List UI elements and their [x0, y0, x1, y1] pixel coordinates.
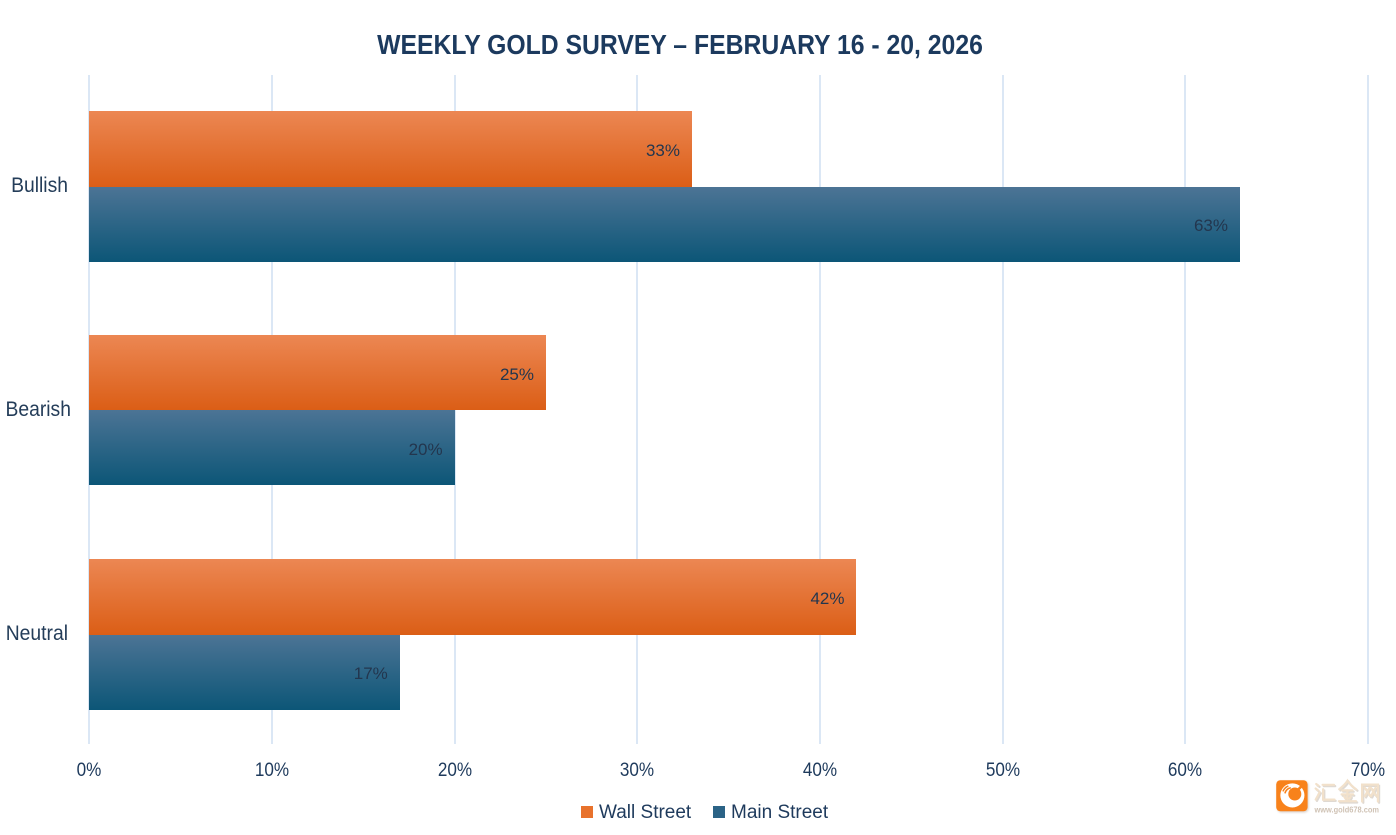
svg-text:www.gold678.com: www.gold678.com — [1314, 805, 1379, 814]
